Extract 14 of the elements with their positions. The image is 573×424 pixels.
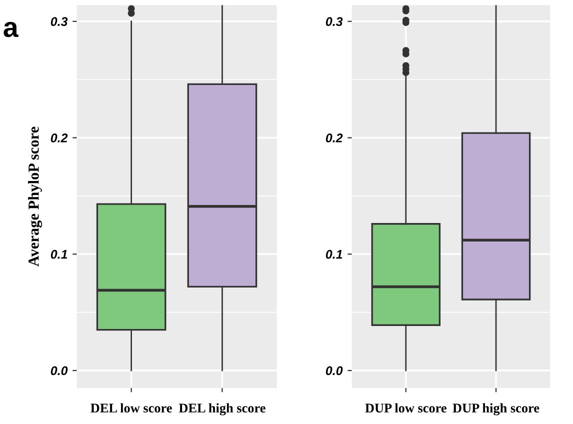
y-tick-label: 0.2	[326, 134, 343, 142]
y-axis-title: Average PhyloP score	[28, 126, 42, 267]
y-tick-label: 0.1	[50, 250, 68, 259]
y-tick-label: 0.3	[50, 17, 68, 26]
y-tick-label: 0.0	[326, 366, 343, 376]
y-tick-label: 0.2	[50, 134, 68, 142]
y-tick-label: 0.0	[50, 366, 68, 376]
x-tick-label: DEL high score	[178, 403, 266, 416]
x-tick-label: DEL low score	[90, 403, 172, 413]
y-tick-label: 0.1	[326, 250, 342, 259]
text: a	[4, 22, 18, 38]
x-tick-label: DUP low score	[365, 403, 446, 413]
y-tick-label: 0.3	[326, 17, 343, 26]
x-tick-label: DUP high score	[452, 403, 540, 416]
